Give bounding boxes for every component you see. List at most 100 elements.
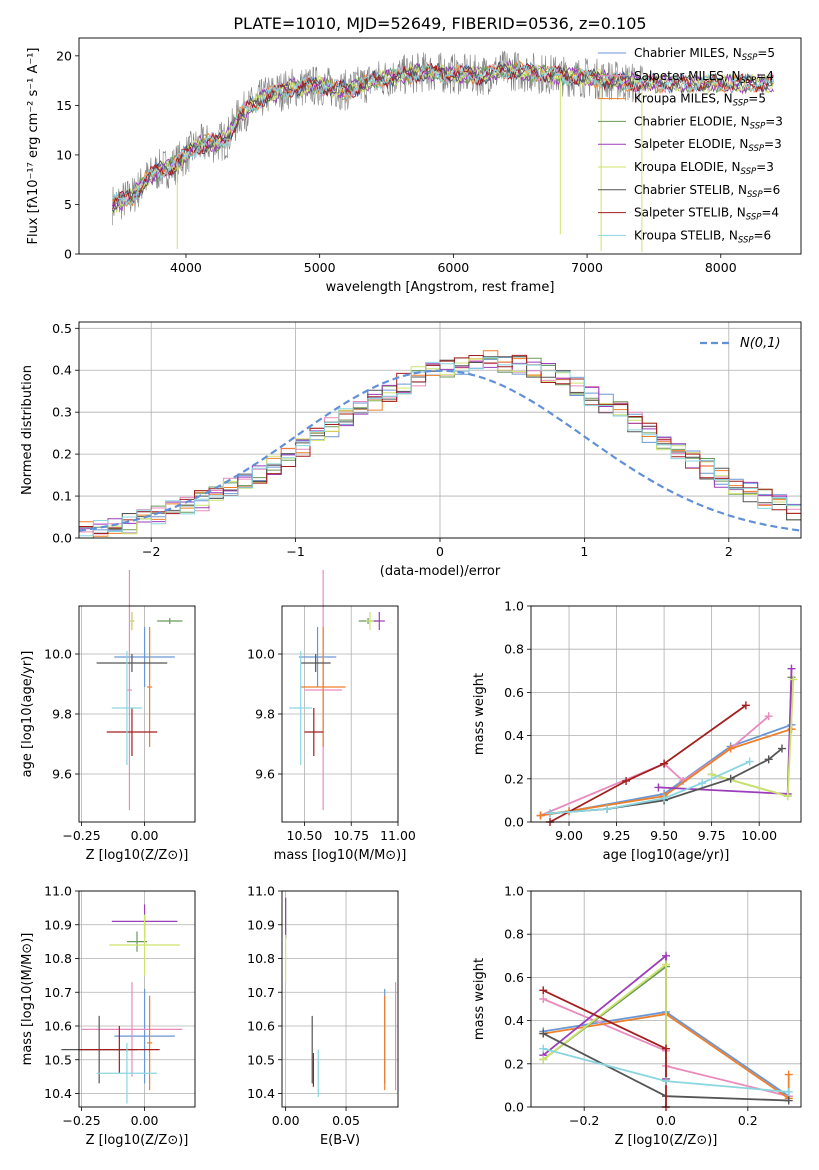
x-axis-label: (data-model)/error bbox=[380, 564, 501, 579]
x-tick-label: 9.25 bbox=[603, 828, 631, 843]
x-axis-label: age [log10(age/yr)] bbox=[603, 848, 730, 863]
residuals-panel: −2 −1 0 1 2 0.0 0.1 0.2 0.3 0.4 0.5 (data-model)/er… bbox=[20, 321, 802, 579]
y-axis-label: Normed distribution bbox=[20, 365, 35, 495]
x-tick-label: 9.00 bbox=[555, 828, 583, 843]
mass-weight-marker bbox=[539, 1055, 548, 1064]
x-tick-label: 8000 bbox=[705, 260, 737, 275]
mass-weight-marker bbox=[764, 712, 773, 721]
y-tick-label: 0.8 bbox=[504, 642, 524, 657]
mass-weight-line-7 bbox=[542, 989, 667, 1107]
axes-frame bbox=[78, 605, 196, 823]
x-tick-label: −1 bbox=[286, 544, 304, 559]
x-tick-label: 4000 bbox=[170, 260, 202, 275]
mass-weight-marker bbox=[546, 809, 555, 818]
mass-vs-z-panel: −0.25 0.00 10.4 10.5 10.6 10.7 10.8 10.9 11.0 Z [… bbox=[20, 884, 196, 1148]
model-spectrum-8 bbox=[112, 61, 774, 206]
y-tick-label: 5 bbox=[64, 197, 72, 212]
histogram-5 bbox=[79, 357, 801, 539]
y-tick-label: 10.7 bbox=[247, 985, 275, 1000]
x-tick-label: 0.2 bbox=[738, 1113, 758, 1128]
legend-entry: Chabrier MILES, NSSP=5 bbox=[634, 46, 775, 63]
x-tick-label: 10.00 bbox=[741, 828, 777, 843]
mass-weight-marker bbox=[698, 779, 707, 788]
x-tick-label: 9.75 bbox=[698, 828, 726, 843]
normal-curve bbox=[78, 369, 802, 532]
y-tick-label: 9.6 bbox=[255, 767, 275, 782]
mass-weight-marker bbox=[603, 805, 612, 814]
y-tick-label: 10.9 bbox=[247, 917, 275, 932]
figure-title: PLATE=1010, MJD=52649, FIBERID=0536, z=0… bbox=[233, 14, 646, 33]
mass-weight-line-0 bbox=[540, 723, 792, 817]
legend-entry: N(0,1) bbox=[740, 336, 781, 351]
y-tick-label: 0.0 bbox=[504, 1100, 524, 1115]
y-axis-label: Flux [fλ10⁻¹⁷ erg cm⁻² s⁻¹ A⁻¹] bbox=[26, 48, 41, 245]
x-tick-label: 0 bbox=[436, 544, 444, 559]
mass-weight-marker bbox=[539, 1044, 548, 1053]
model-spectrum-3 bbox=[112, 62, 774, 209]
y-tick-label: 10.0 bbox=[247, 647, 275, 662]
massweight-vs-age-panel: 9.00 9.25 9.50 9.75 10.00 0.0 0.2 0.4 0.6 0.8 1.0 a… bbox=[472, 599, 802, 863]
y-tick-label: 20 bbox=[56, 48, 72, 63]
y-tick-label: 9.8 bbox=[52, 707, 72, 722]
mass-weight-marker bbox=[539, 1029, 548, 1038]
x-axis-label: wavelength [Angstrom, rest frame] bbox=[326, 280, 555, 295]
mass-weight-marker bbox=[787, 664, 796, 673]
mass-weight-line-2 bbox=[543, 1013, 790, 1101]
x-tick-label: 10.50 bbox=[287, 828, 323, 843]
mass-weight-marker bbox=[622, 776, 631, 785]
x-tick-label: −2 bbox=[142, 544, 160, 559]
axes-frame bbox=[78, 321, 802, 539]
mass-weight-marker bbox=[662, 1077, 670, 1086]
mass-weight-marker bbox=[539, 986, 548, 995]
y-tick-label: 0.2 bbox=[504, 771, 524, 786]
x-axis-label: Z [log10(Z/Z⊙)] bbox=[615, 1133, 718, 1148]
y-tick-label: 0.5 bbox=[52, 321, 72, 336]
mass-weight-marker bbox=[660, 794, 669, 803]
x-tick-label: 1 bbox=[580, 544, 588, 559]
legend-entry: Chabrier STELIB, NSSP=6 bbox=[634, 183, 780, 200]
legend-entry: Salpeter MILES, NSSP=4 bbox=[634, 69, 774, 86]
y-tick-label: 1.0 bbox=[504, 884, 524, 899]
y-tick-label: 10.0 bbox=[44, 647, 72, 662]
y-axis-label: mass [log10(M/M⊙)] bbox=[20, 933, 35, 1066]
x-axis-label: Z [log10(Z/Z⊙)] bbox=[86, 1133, 189, 1148]
x-tick-label: −0.25 bbox=[62, 828, 100, 843]
y-tick-label: 10.7 bbox=[44, 985, 72, 1000]
y-tick-label: 0.4 bbox=[52, 363, 72, 378]
mass-weight-marker bbox=[784, 1087, 793, 1096]
mass-weight-marker bbox=[783, 792, 792, 801]
y-tick-label: 10.6 bbox=[44, 1019, 72, 1034]
legend-entry: Kroupa ELODIE, NSSP=3 bbox=[634, 160, 774, 177]
legend-entry: Kroupa MILES, NSSP=5 bbox=[634, 92, 766, 109]
x-tick-label: 9.50 bbox=[650, 828, 678, 843]
y-tick-label: 0.2 bbox=[504, 1056, 524, 1071]
mass-weight-marker bbox=[662, 1044, 670, 1053]
mass-weight-marker bbox=[536, 811, 545, 820]
mass-weight-marker bbox=[660, 759, 669, 768]
x-tick-label: 0.0 bbox=[656, 1113, 676, 1128]
y-tick-label: 0.6 bbox=[504, 970, 524, 985]
mass-weight-marker bbox=[726, 774, 735, 783]
model-spectrum-7 bbox=[112, 62, 774, 210]
x-tick-label: −0.25 bbox=[62, 1113, 100, 1128]
x-tick-label: 0.05 bbox=[332, 1113, 360, 1128]
mass-weight-marker bbox=[726, 744, 735, 753]
y-tick-label: 10.5 bbox=[44, 1052, 72, 1067]
x-tick-label: 0.00 bbox=[272, 1113, 300, 1128]
axes-frame bbox=[78, 37, 802, 255]
massweight-vs-z-panel: −0.2 0.0 0.2 0.0 0.2 0.4 0.6 0.8 1.0 Z [log10(Z/Z… bbox=[472, 884, 802, 1148]
y-tick-label: 0.3 bbox=[52, 405, 72, 420]
x-tick-label: 11.00 bbox=[380, 828, 416, 843]
y-tick-label: 10.5 bbox=[247, 1052, 275, 1067]
legend-entry: Salpeter STELIB, NSSP=4 bbox=[634, 206, 779, 223]
x-tick-label: 0.00 bbox=[131, 1113, 159, 1128]
mass-weight-marker bbox=[662, 960, 670, 969]
y-tick-label: 10.8 bbox=[44, 951, 72, 966]
mass-weight-marker bbox=[764, 755, 773, 764]
mass-weight-marker bbox=[741, 701, 750, 710]
mass-weight-marker bbox=[662, 951, 670, 960]
y-tick-label: 0.0 bbox=[504, 815, 524, 830]
mass-weight-marker bbox=[539, 995, 548, 1003]
y-tick-label: 11.0 bbox=[247, 884, 275, 899]
